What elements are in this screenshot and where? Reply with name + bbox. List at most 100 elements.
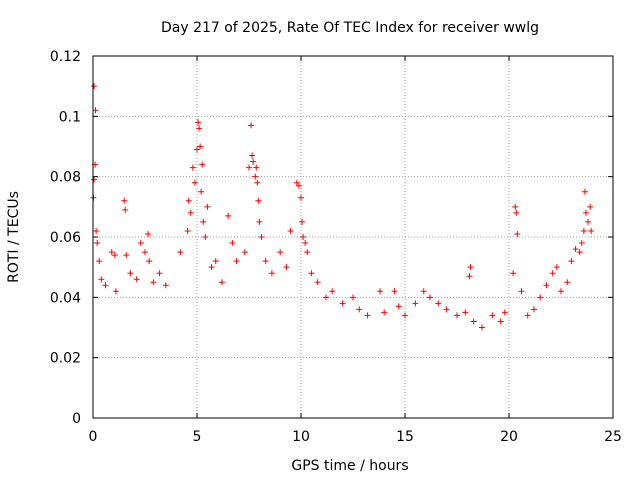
data-point [122,206,129,213]
data-point [426,294,433,301]
data-point [127,270,134,277]
data-point [253,164,260,171]
data-point [108,249,115,256]
data-point [510,270,517,277]
y-tick-label: 0.1 [59,109,81,125]
data-point [246,164,252,171]
data-point [420,288,427,295]
data-point [185,197,192,204]
data-point [123,252,130,259]
data-point [391,288,398,295]
data-point [518,288,525,295]
data-point [304,249,311,256]
data-point [204,203,211,210]
data-point [300,234,307,240]
data-point [582,209,589,216]
data-point [314,279,321,286]
data-point [588,227,595,234]
data-point [553,264,560,271]
data-point [514,230,521,237]
data-point [133,276,140,283]
data-point [229,240,236,247]
data-point [208,264,215,271]
data-point [377,288,384,295]
data-point [295,182,302,189]
data-point [255,197,262,204]
y-tick-label: 0.06 [50,230,81,246]
data-point [277,249,284,256]
data-point [513,209,520,216]
data-point [462,309,469,316]
data-point [198,188,205,195]
data-point [585,218,592,225]
y-tick-label: 0.02 [50,351,81,367]
data-point [537,294,544,301]
data-point [91,83,98,90]
data-point [225,212,232,219]
data-point [395,303,402,310]
data-point [248,122,255,129]
data-point [202,234,209,240]
x-tick-label: 5 [193,429,202,445]
data-point [195,119,202,126]
data-point [98,276,105,283]
data-point [572,246,579,253]
data-point [150,279,157,286]
data-point [96,258,103,265]
data-point [501,309,508,316]
data-point [587,203,594,210]
x-axis-label: GPS time / hours [291,458,408,474]
data-point [199,161,206,168]
data-point [187,209,194,216]
data-point [184,227,191,234]
y-tick-label: 0.08 [50,170,81,186]
data-point [241,249,248,256]
grid-lines [93,56,613,418]
data-point [283,264,290,271]
y-axis-label: ROTI / TECUs [6,191,22,283]
data-point [478,324,485,331]
y-tick-label: 0 [72,411,81,427]
data-point [568,258,575,265]
chart-title: Day 217 of 2025, Rate Of TEC Index for r… [161,20,539,36]
data-point [564,279,571,286]
data-point [299,218,306,225]
data-point [250,158,257,165]
y-tick-labels: 0 0.02 0.04 0.06 0.08 0.1 0.12 [50,49,81,427]
x-tick-label: 20 [500,429,518,445]
data-point [454,312,460,319]
x-tick-label: 0 [89,429,98,445]
data-point [466,273,473,280]
data-point [196,125,203,132]
data-point [197,143,204,150]
data-point [558,288,564,295]
data-point [402,312,408,319]
data-point [252,173,259,180]
data-point [233,258,240,265]
data-point [322,294,329,301]
data-point [412,300,419,307]
data-point [102,282,109,289]
data-point [142,249,148,256]
data-point [121,197,128,204]
data-point [112,288,119,295]
data-point [200,218,207,225]
data-point [364,312,371,319]
data-point [581,188,588,195]
data-point [580,227,587,234]
data-point [497,318,504,325]
data-point [262,258,269,265]
data-point [218,279,225,286]
data-point [256,218,263,225]
axis-ticks [92,55,614,419]
data-point [381,309,388,316]
data-point [287,227,294,234]
data-point [489,312,496,319]
data-point [189,164,196,171]
data-point [146,258,153,265]
data-point [191,179,198,186]
data-point [356,306,363,313]
data-point [467,264,474,271]
data-point [194,146,200,153]
